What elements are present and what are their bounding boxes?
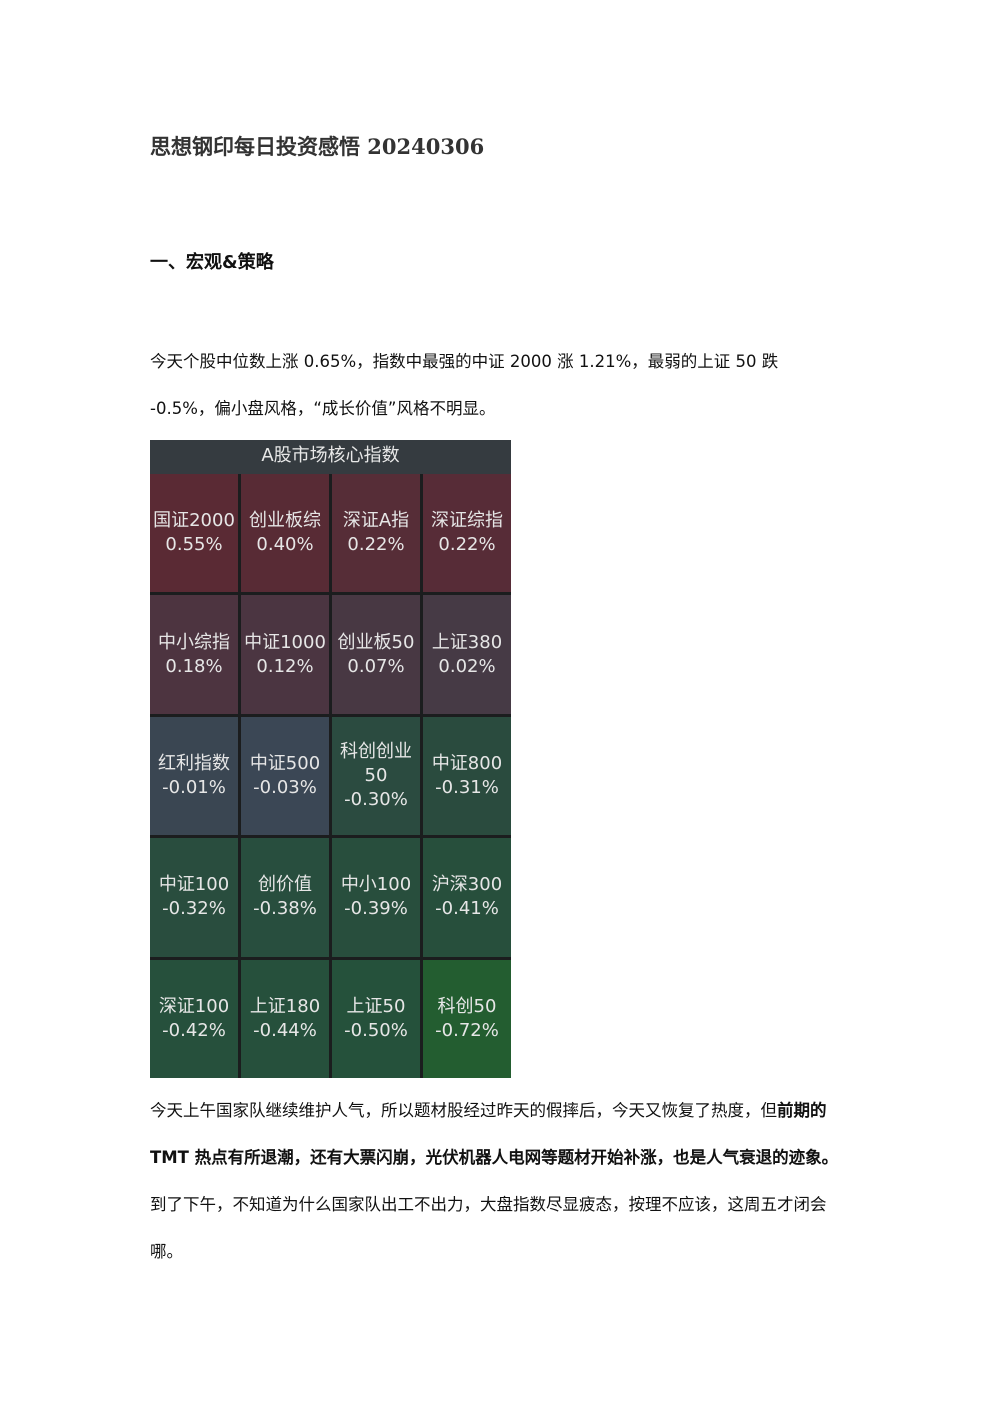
index-change: -0.30%	[344, 788, 408, 810]
index-change: 0.12%	[256, 655, 314, 677]
index-name: 上证180	[249, 995, 321, 1017]
index-change: 0.22%	[347, 534, 405, 556]
index-change: 0.07%	[347, 655, 405, 677]
index-change: 0.55%	[165, 534, 223, 556]
index-change: -0.44%	[253, 1019, 317, 1041]
index-name: 深证100	[158, 995, 230, 1017]
index-cell: 中证1000 0.12%	[241, 595, 329, 714]
index-name: 上证380	[431, 631, 503, 653]
figure-title: A股市场核心指数	[150, 440, 511, 474]
index-name: 创业板50	[337, 631, 415, 653]
index-name: 中证500	[249, 752, 321, 774]
index-name: 国证2000	[153, 510, 235, 532]
index-cell: 上证180 -0.44%	[241, 959, 329, 1078]
index-cell: 上证380 0.02%	[423, 595, 511, 714]
text: 到了下午，不知道为什么国家队出工不出力，大盘指数尽显疲态，按理不应该，这周五才闭…	[150, 1195, 827, 1261]
index-cell: 科创创业50 -0.30%	[332, 716, 420, 836]
text: 今天个股中位数上涨 0.65%，指数中最强的中证 2000 涨 1.21%，最弱…	[150, 352, 779, 418]
index-figure: A股市场核心指数 国证2000 0.55% 创业板综 0.40% 深证A指 0.22% 深证…	[150, 440, 511, 1078]
index-change: -0.72%	[435, 1019, 499, 1041]
index-name: 创价值	[258, 874, 312, 896]
index-cell: 深证100 -0.42%	[150, 959, 238, 1078]
index-change: -0.50%	[344, 1019, 408, 1041]
index-change: -0.32%	[162, 898, 226, 920]
index-cell: 红利指数 -0.01%	[150, 716, 238, 836]
index-cell: 中证100 -0.32%	[150, 838, 238, 957]
index-change: -0.01%	[162, 776, 226, 798]
text: 今天上午国家队继续维护人气，所以题材股经过昨天的假摔后，今天又恢复了热度，但	[150, 1101, 777, 1120]
index-name: 创业板综	[249, 510, 321, 532]
bold-text: 前期的 TMT 热点有所退潮，还有大票闪崩，光伏机器人电网等题材开始补涨，也是人…	[150, 1101, 839, 1167]
index-name: 深证综指	[431, 510, 503, 532]
index-cell: 上证50 -0.50%	[332, 959, 420, 1078]
index-cell: 中证500 -0.03%	[241, 716, 329, 836]
index-name: 中证800	[431, 752, 503, 774]
index-grid: 国证2000 0.55% 创业板综 0.40% 深证A指 0.22% 深证综指 0.22% 中小…	[150, 474, 511, 1078]
index-name: 科创50	[437, 995, 497, 1017]
index-cell: 中小100 -0.39%	[332, 838, 420, 957]
index-change: -0.03%	[253, 776, 317, 798]
section-heading: 一、宏观&策略	[150, 252, 274, 273]
index-cell: 创业板综 0.40%	[241, 474, 329, 593]
index-cell: 中证800 -0.31%	[423, 716, 511, 836]
index-cell: 深证A指 0.22%	[332, 474, 420, 593]
index-name: 中小综指	[158, 631, 230, 653]
index-name: 沪深300	[431, 874, 503, 896]
index-change: -0.39%	[344, 898, 408, 920]
index-name: 中小100	[340, 874, 412, 896]
index-cell: 国证2000 0.55%	[150, 474, 238, 593]
index-change: -0.31%	[435, 776, 499, 798]
index-change: 0.40%	[256, 534, 314, 556]
index-cell: 中小综指 0.18%	[150, 595, 238, 714]
index-name: 中证100	[158, 874, 230, 896]
index-cell: 创业板50 0.07%	[332, 595, 420, 714]
index-name: 红利指数	[158, 752, 230, 774]
index-cell: 沪深300 -0.41%	[423, 838, 511, 957]
index-change: -0.42%	[162, 1019, 226, 1041]
index-change: -0.41%	[435, 898, 499, 920]
index-name: 深证A指	[342, 510, 410, 532]
index-cell: 科创50 -0.72%	[423, 959, 511, 1078]
index-name: 中证1000	[244, 631, 326, 653]
index-name: 科创创业50	[340, 740, 412, 786]
index-change: 0.02%	[438, 655, 496, 677]
index-change: 0.18%	[165, 655, 223, 677]
index-change: 0.22%	[438, 534, 496, 556]
index-name: 上证50	[346, 995, 406, 1017]
index-cell: 创价值 -0.38%	[241, 838, 329, 957]
title: 思想钢印每日投资感悟 20240306	[150, 134, 485, 159]
index-cell: 深证综指 0.22%	[423, 474, 511, 593]
paragraph: 今天上午国家队继续维护人气，所以题材股经过昨天的假摔后，今天又恢复了热度，但前期…	[150, 1087, 842, 1275]
paragraph: 今天个股中位数上涨 0.65%，指数中最强的中证 2000 涨 1.21%，最弱…	[150, 338, 842, 432]
index-change: -0.38%	[253, 898, 317, 920]
